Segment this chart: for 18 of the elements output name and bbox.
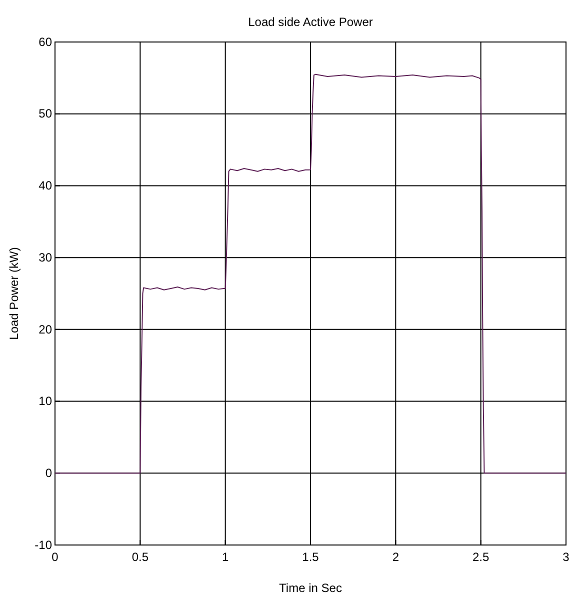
x-tick-label: 2.5 (472, 550, 490, 564)
y-tick-label: -10 (34, 538, 52, 552)
x-tick-label: 2 (392, 550, 400, 564)
x-tick-label: 3 (562, 550, 570, 564)
y-tick-label: 10 (38, 394, 52, 408)
y-axis-title: Load Power (kW) (7, 247, 21, 340)
y-tick-label: 60 (38, 34, 52, 49)
chart-title: Load side Active Power (248, 15, 373, 29)
y-tick-label: 30 (38, 250, 52, 264)
line-series (54, 74, 566, 474)
x-tick-label: 1 (222, 550, 229, 564)
y-tick-label: 40 (38, 178, 52, 193)
x-axis-title: Time in Sec (279, 581, 342, 595)
y-tick-label: 50 (38, 106, 52, 121)
x-tick-label: 0.5 (132, 550, 149, 564)
y-tick-label: 20 (38, 322, 52, 336)
y-tick-label: 0 (45, 466, 52, 480)
x-tick-label: 1.5 (302, 550, 320, 564)
